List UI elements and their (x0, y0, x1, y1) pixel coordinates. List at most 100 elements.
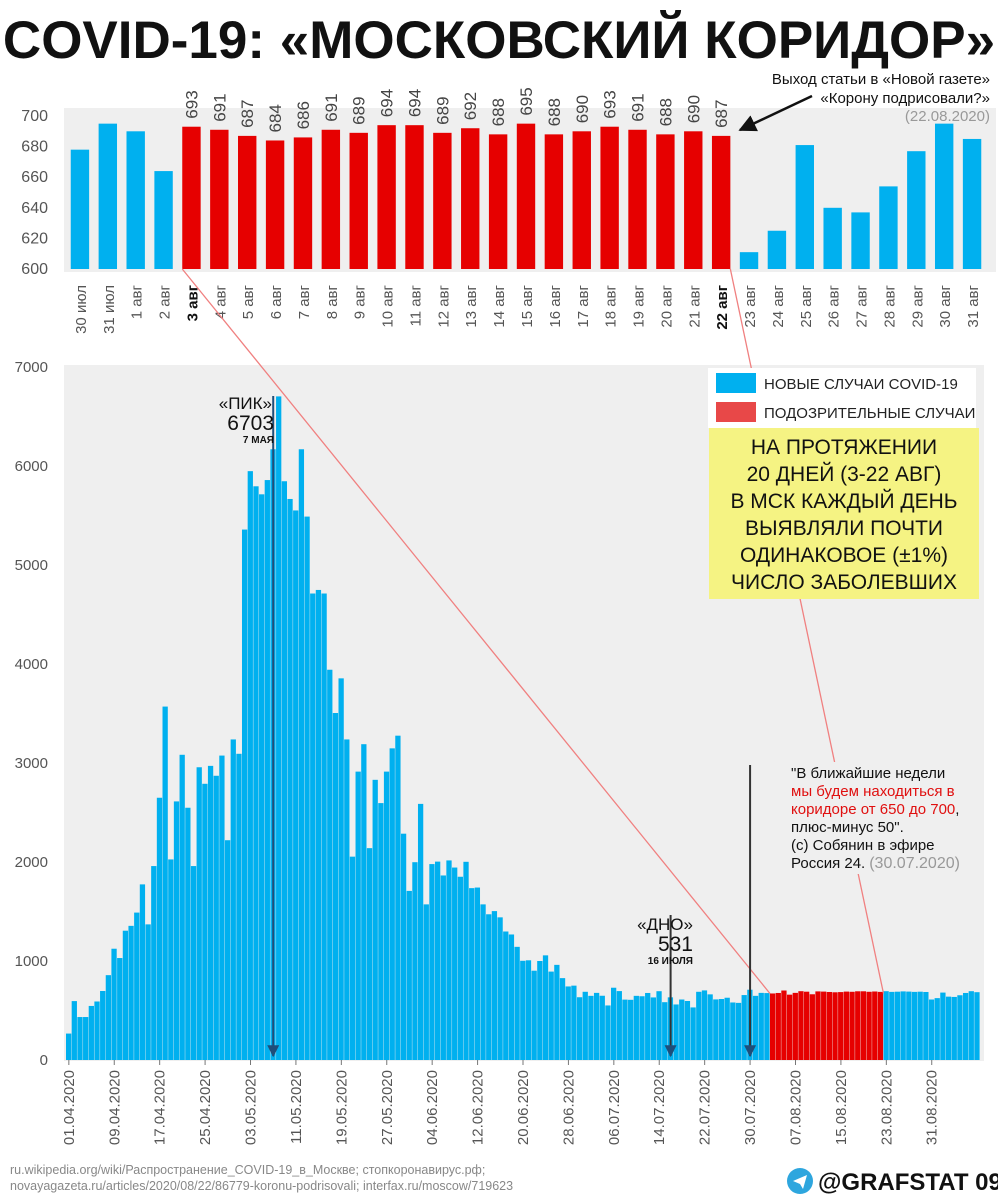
top-x-label: 9 авг (352, 284, 369, 319)
main-bar-suspicious (769, 993, 776, 1060)
callout-line-3: В МСК КАЖДЫЙ ДЕНЬ (730, 489, 957, 513)
main-bar (173, 801, 180, 1060)
main-bar (588, 995, 594, 1060)
main-bar (486, 914, 492, 1060)
main-bar (276, 396, 282, 1060)
main-bar (889, 991, 895, 1060)
top-value-label: 693 (601, 90, 620, 118)
top-value-label: 691 (629, 93, 648, 121)
main-bar (151, 866, 157, 1060)
top-x-label: 31 июл (101, 285, 118, 334)
legend-label-normal: НОВЫЕ СЛУЧАИ COVID-19 (764, 376, 958, 393)
main-bar (945, 996, 952, 1060)
top-bar (934, 123, 954, 270)
main-bar (696, 991, 702, 1060)
main-bar (71, 1001, 77, 1060)
main-bar (293, 510, 299, 1060)
top-bar-suspicious (210, 129, 229, 269)
quote-line-3-red: коридоре от 650 до 700 (791, 801, 955, 818)
main-bar (400, 833, 407, 1060)
top-x-label: 6 авг (268, 284, 285, 319)
main-chart-x-labels: 01.04.2020 09.04.2020 17.04.2020 25.04.2020… (61, 1060, 941, 1145)
main-bar (917, 991, 923, 1060)
main-bar (241, 529, 248, 1060)
main-bar (185, 807, 191, 1060)
quote-line-2: мы будем находиться в (791, 783, 955, 800)
top-x-label: 14 авг (491, 284, 508, 327)
top-value-label: 688 (656, 98, 675, 126)
main-bar (514, 946, 520, 1060)
main-bar (520, 960, 526, 1060)
brand-label: @GRAFSTAT 09.2020 (818, 1169, 998, 1196)
main-bar-suspicious (815, 991, 821, 1060)
main-bar (162, 706, 168, 1060)
article-annotation-line2: «Корону подрисовали?» (820, 90, 990, 107)
main-bar-suspicious (821, 991, 827, 1060)
main-bar (202, 783, 208, 1060)
callout-line-1: НА ПРОТЯЖЕНИИ (751, 436, 937, 459)
main-bar (310, 593, 316, 1060)
top-x-label: 27 авг (854, 284, 871, 327)
main-bar (179, 754, 185, 1060)
main-bar (662, 1002, 668, 1060)
main-x-label: 11.05.2020 (288, 1070, 305, 1144)
top-value-label: 687 (238, 100, 257, 128)
sources-line-2: novayagazeta.ru/articles/2020/08/22/8677… (10, 1179, 513, 1193)
main-bar-suspicious (792, 992, 798, 1060)
main-x-label: 09.04.2020 (106, 1070, 123, 1145)
top-x-label: 1 авг (129, 284, 146, 319)
top-x-label: 8 авг (324, 284, 341, 319)
main-bar (304, 516, 310, 1060)
main-bar (77, 1017, 83, 1060)
top-x-label: 22 авг (714, 285, 731, 330)
main-x-label: 06.07.2020 (606, 1070, 623, 1145)
bottom-label: «ДНО» (637, 915, 693, 934)
top-value-label: 690 (684, 95, 703, 123)
quote-line-5: (c) Собянин в эфире (791, 837, 935, 854)
main-y-tick: 6000 (15, 458, 48, 475)
main-bar (724, 997, 730, 1060)
main-bar (469, 888, 475, 1060)
main-bar (525, 960, 532, 1060)
main-bar-suspicious (872, 991, 878, 1060)
top-bar-suspicious (182, 126, 201, 270)
main-bar-suspicious (809, 994, 815, 1060)
top-value-label: 695 (517, 87, 536, 115)
main-chart-y-axis: 0 1000 2000 3000 4000 5000 6000 7000 (15, 359, 48, 1069)
sobyanin-quote: "В ближайшие недели мы будем находиться … (786, 762, 972, 874)
main-bar (361, 744, 367, 1060)
top-bar (98, 123, 118, 270)
main-x-label: 20.06.2020 (515, 1070, 532, 1145)
main-bar-suspicious (838, 992, 844, 1060)
main-bar (128, 925, 134, 1060)
top-x-label: 3 авг (184, 285, 201, 321)
main-bar (633, 995, 639, 1060)
top-value-label: 686 (294, 101, 313, 129)
main-bar (713, 999, 719, 1060)
main-bar (196, 767, 202, 1060)
main-bar (264, 480, 270, 1061)
peak-label: «ПИК» (219, 394, 272, 413)
main-bar (730, 1002, 736, 1060)
main-bar (378, 803, 384, 1060)
bottom-value: 531 (658, 933, 693, 956)
sources-line-1: ru.wikipedia.org/wiki/Распространение_CO… (10, 1163, 485, 1177)
main-bar (457, 876, 463, 1060)
top-bar (767, 230, 787, 269)
main-bar (639, 996, 645, 1060)
main-bar (287, 498, 293, 1060)
main-bar (593, 992, 600, 1060)
main-bar-suspicious (849, 991, 855, 1060)
main-bar-suspicious (843, 991, 850, 1060)
main-bar (332, 713, 339, 1060)
main-bar (542, 955, 549, 1060)
main-bar (911, 991, 918, 1060)
main-bar (88, 1005, 94, 1060)
main-chart-bars (66, 396, 980, 1061)
main-x-label: 28.06.2020 (560, 1070, 577, 1145)
main-bar (622, 999, 628, 1060)
main-x-label: 17.04.2020 (152, 1070, 169, 1145)
main-bar (446, 860, 452, 1060)
top-x-label: 11 авг (407, 284, 424, 326)
main-bar (503, 931, 509, 1060)
